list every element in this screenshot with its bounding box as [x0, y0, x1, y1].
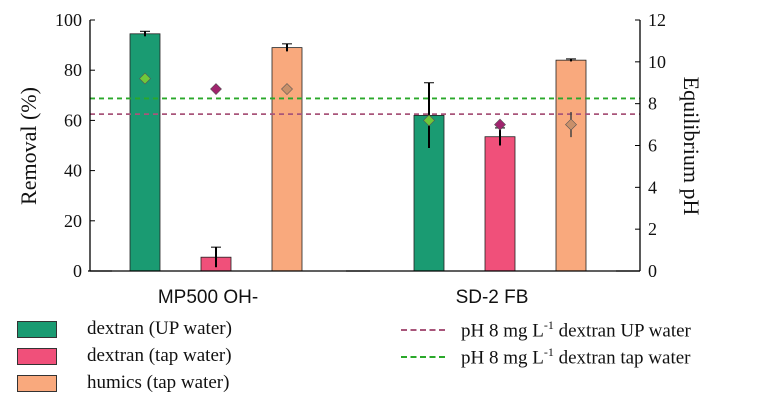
y-left-tick-label: 20: [64, 211, 82, 231]
legend-line-label: pH 8 mg L-1 dextran UP water: [461, 318, 691, 342]
y-left-tick-label: 40: [64, 161, 82, 181]
ph-marker: [423, 114, 435, 127]
ph-marker: [494, 118, 506, 131]
bar: [484, 136, 516, 272]
legend-label: dextran (UP water): [87, 318, 232, 339]
x-category-label: MP500 OH-: [158, 287, 258, 308]
legend-item-dextran-tap: dextran (tap water): [17, 345, 232, 367]
y-left-tick-label: 80: [64, 60, 82, 80]
legend-dash: [401, 329, 445, 332]
x-category-label: SD-2 FB: [456, 287, 529, 308]
bar: [555, 59, 587, 272]
y-axis-right-title: Equilibrium pH: [679, 77, 704, 216]
ph-marker: [139, 72, 151, 85]
legend-dash: [401, 356, 445, 359]
y-left-tick-label: 100: [55, 10, 82, 30]
y-right-tick-label: 12: [648, 10, 666, 30]
bar: [271, 47, 303, 272]
plot-area: 0 20 40 60 80 100 0 2 4 6 8 10 12 MP500 OH- SD-2 FB: [55, 10, 666, 308]
ph-marker: [281, 83, 293, 95]
y-left-tick-label: 60: [64, 110, 82, 130]
y-axis-left-title: Removal (%): [16, 87, 41, 205]
legend-line-label: pH 8 mg L-1 dextran tap water: [461, 345, 691, 369]
legend-line-ph-up: pH 8 mg L-1 dextran UP water: [401, 318, 691, 342]
ph-marker: [210, 83, 222, 95]
legend-label: humics (tap water): [87, 372, 230, 393]
y-right-tick-label: 2: [648, 219, 657, 239]
legend-item-humics-tap: humics (tap water): [17, 372, 229, 394]
y-left-tick-label: 0: [73, 261, 82, 281]
legend-swatch: [17, 374, 57, 392]
y-right-tick-label: 6: [648, 136, 657, 156]
y-right-tick-label: 8: [648, 94, 657, 114]
y-right-tick-label: 4: [648, 177, 657, 197]
bar: [129, 33, 161, 272]
y-right-tick-label: 0: [648, 261, 657, 281]
y-right-tick-label: 10: [648, 52, 666, 72]
legend-line-ph-tap: pH 8 mg L-1 dextran tap water: [401, 345, 691, 369]
legend-label: dextran (tap water): [87, 345, 232, 366]
legend-swatch: [17, 320, 57, 338]
legend-item-dextran-up: dextran (UP water): [17, 318, 232, 340]
ph-marker: [565, 118, 577, 131]
legend-swatch: [17, 347, 57, 365]
